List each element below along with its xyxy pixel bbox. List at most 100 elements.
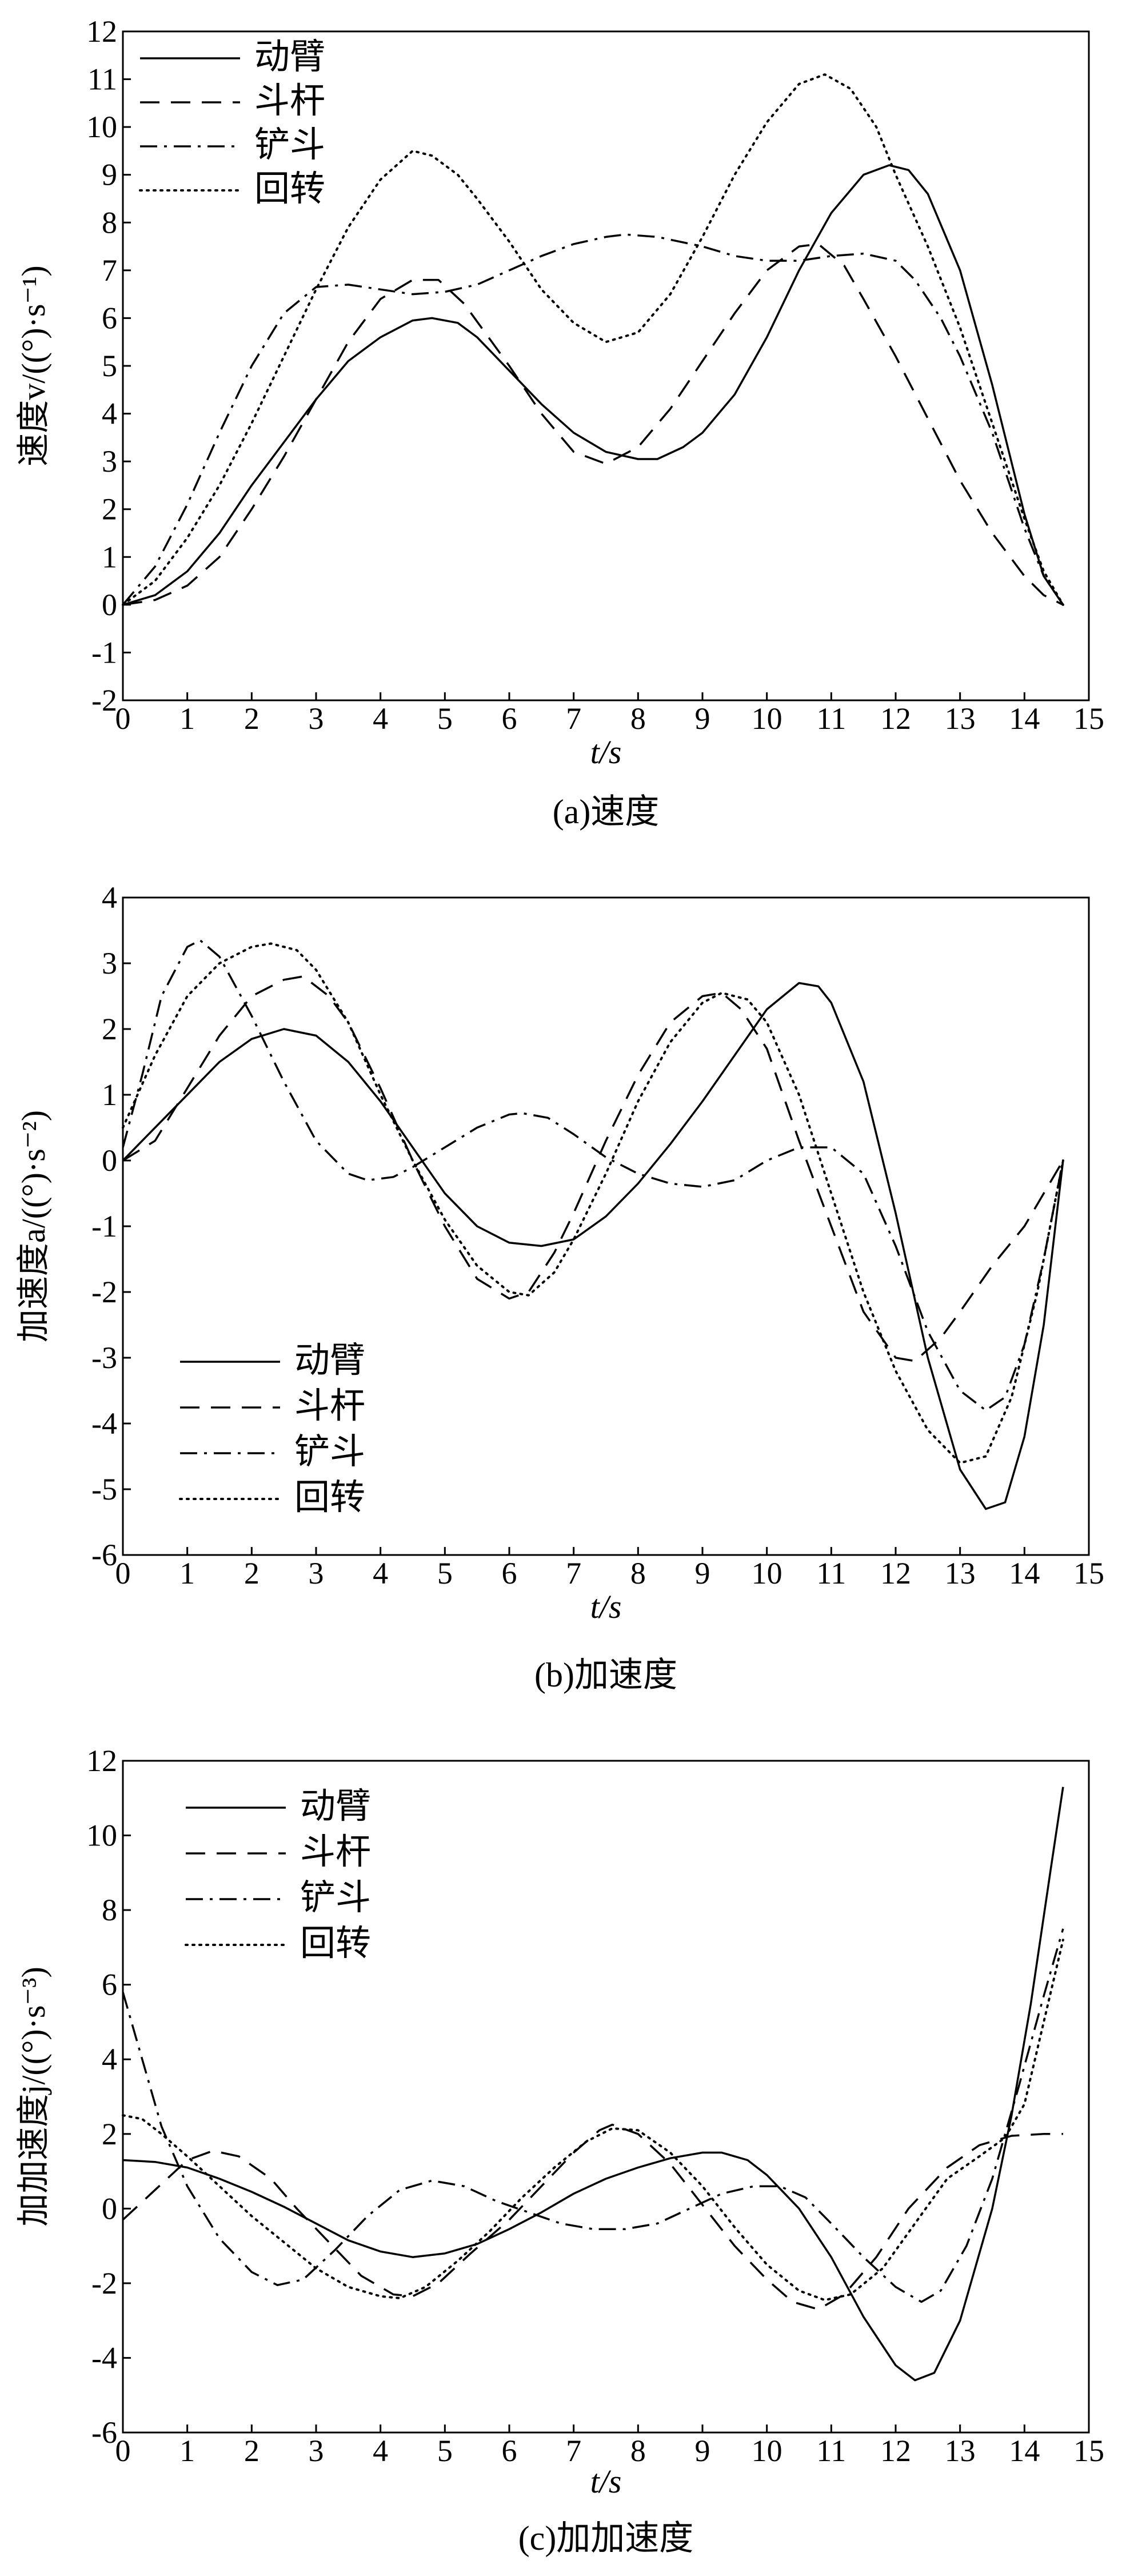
chart-panel-0: 0 1 2 3 4 5 6 7 8 9 10 11 12 13 14 15-2-101234567891011… (15, 14, 1104, 831)
y-tick-label: -5 (91, 1472, 117, 1506)
x-tick-label: 10 (752, 701, 782, 736)
legend-label: 回转 (254, 170, 325, 209)
y-tick-label: 4 (102, 2042, 117, 2076)
y-axis-label: 加加速度j/((°)·s⁻³) (15, 1967, 52, 2227)
x-tick-label: 1 (179, 701, 195, 736)
y-tick-label: 2 (102, 1012, 117, 1046)
plot-frame (122, 896, 1090, 1556)
x-tick-label: 1 (179, 2434, 195, 2468)
x-tick-label: 5 (437, 701, 453, 736)
y-tick-label: 2 (102, 492, 117, 527)
y-tick-label: 1 (102, 1078, 117, 1112)
x-tick-label: 6 (502, 1556, 517, 1590)
y-tick-label: -1 (91, 1209, 117, 1243)
series-line-0 (122, 1787, 1064, 2382)
series-line-2 (122, 233, 1064, 606)
x-tick-label: 12 (880, 701, 911, 736)
plot-frame (122, 1760, 1090, 2434)
y-tick-label: 12 (86, 14, 117, 49)
y-tick-label: -3 (91, 1341, 117, 1375)
y-tick-label: -1 (91, 635, 117, 669)
x-tick-label: 7 (566, 1556, 581, 1590)
x-tick-label: 8 (630, 701, 646, 736)
series-line-0 (122, 164, 1064, 606)
y-tick-label: 9 (102, 158, 117, 192)
y-tick-label: -2 (91, 683, 117, 717)
x-tick-label: 14 (1009, 1556, 1040, 1590)
x-tick-label: 4 (373, 1556, 388, 1590)
x-tick-label: 13 (945, 1556, 976, 1590)
y-tick-label: 8 (102, 205, 117, 240)
legend-label: 铲斗 (294, 1433, 365, 1472)
x-tick-label: 2 (244, 701, 259, 736)
y-tick-label: 2 (102, 2117, 117, 2151)
x-tick-label: 0 (115, 701, 131, 736)
x-tick-label: 14 (1009, 2434, 1040, 2468)
x-tick-label: 10 (752, 2434, 782, 2468)
y-tick-label: 5 (102, 349, 117, 383)
x-tick-label: 7 (566, 2434, 581, 2468)
x-tick-label: 5 (437, 2434, 453, 2468)
x-tick-label: 9 (695, 1556, 710, 1590)
y-tick-label: 0 (102, 2191, 117, 2226)
x-tick-label: 9 (695, 701, 710, 736)
x-axis-label: t/s (590, 733, 622, 771)
x-tick-label: 5 (437, 1556, 453, 1590)
y-tick-label: 6 (102, 301, 117, 335)
chart-panel-2: 0 1 2 3 4 5 6 7 8 9 10 11 12 13 14 15-6-4-2024681012动臂斗… (15, 1744, 1104, 2557)
y-tick-label: -6 (91, 2415, 117, 2450)
x-tick-label: 11 (816, 1556, 846, 1590)
x-tick-label: 14 (1009, 701, 1040, 736)
y-tick-label: 6 (102, 1968, 117, 2002)
y-tick-label: 7 (102, 253, 117, 288)
x-tick-label: 15 (1073, 2434, 1104, 2468)
x-tick-label: 8 (630, 1556, 646, 1590)
chart-caption: (b)加速度 (534, 1656, 677, 1694)
x-tick-label: 13 (945, 2434, 976, 2468)
x-tick-label: 13 (945, 701, 976, 736)
x-tick-label: 0 (115, 1556, 131, 1590)
legend-label: 斗杆 (294, 1387, 365, 1426)
x-tick-label: 9 (695, 2434, 710, 2468)
x-tick-label: 4 (373, 2434, 388, 2468)
x-axis-label: t/s (590, 1588, 622, 1625)
y-tick-label: 0 (102, 588, 117, 622)
legend-label: 斗杆 (300, 1833, 371, 1872)
y-axis-label: 速度v/((°)·s⁻¹) (15, 265, 52, 466)
x-tick-label: 0 (115, 2434, 131, 2468)
series-line-3 (122, 1939, 1064, 2302)
y-tick-label: 4 (102, 880, 117, 915)
x-tick-label: 7 (566, 701, 581, 736)
x-axis-label: t/s (590, 2463, 622, 2500)
y-tick-label: -4 (91, 1406, 117, 1441)
x-tick-label: 1 (179, 1556, 195, 1590)
x-tick-label: 12 (880, 1556, 911, 1590)
series-line-2 (122, 939, 1064, 1411)
series-line-1 (122, 2123, 1063, 2311)
x-tick-label: 3 (309, 1556, 324, 1590)
y-tick-label: -4 (91, 2340, 117, 2375)
x-tick-label: 3 (309, 701, 324, 736)
legend-label: 回转 (294, 1478, 365, 1517)
y-tick-label: 11 (87, 62, 117, 97)
legend-label: 动臂 (254, 38, 325, 77)
x-tick-label: 11 (816, 701, 846, 736)
x-tick-label: 6 (502, 701, 517, 736)
series-line-1 (122, 243, 1064, 606)
series-line-0 (122, 982, 1064, 1510)
y-tick-label: -6 (91, 1538, 117, 1572)
x-tick-label: 6 (502, 2434, 517, 2468)
chart-caption: (c)加加速度 (518, 2519, 694, 2557)
y-tick-label: 0 (102, 1143, 117, 1178)
series-line-2 (122, 1928, 1064, 2303)
x-tick-label: 8 (630, 2434, 646, 2468)
y-tick-label: 10 (86, 110, 117, 144)
y-tick-label: 8 (102, 1893, 117, 1927)
x-tick-label: 12 (880, 2434, 911, 2468)
x-tick-label: 3 (309, 2434, 324, 2468)
x-tick-label: 4 (373, 701, 388, 736)
series-line-1 (122, 975, 1064, 1362)
